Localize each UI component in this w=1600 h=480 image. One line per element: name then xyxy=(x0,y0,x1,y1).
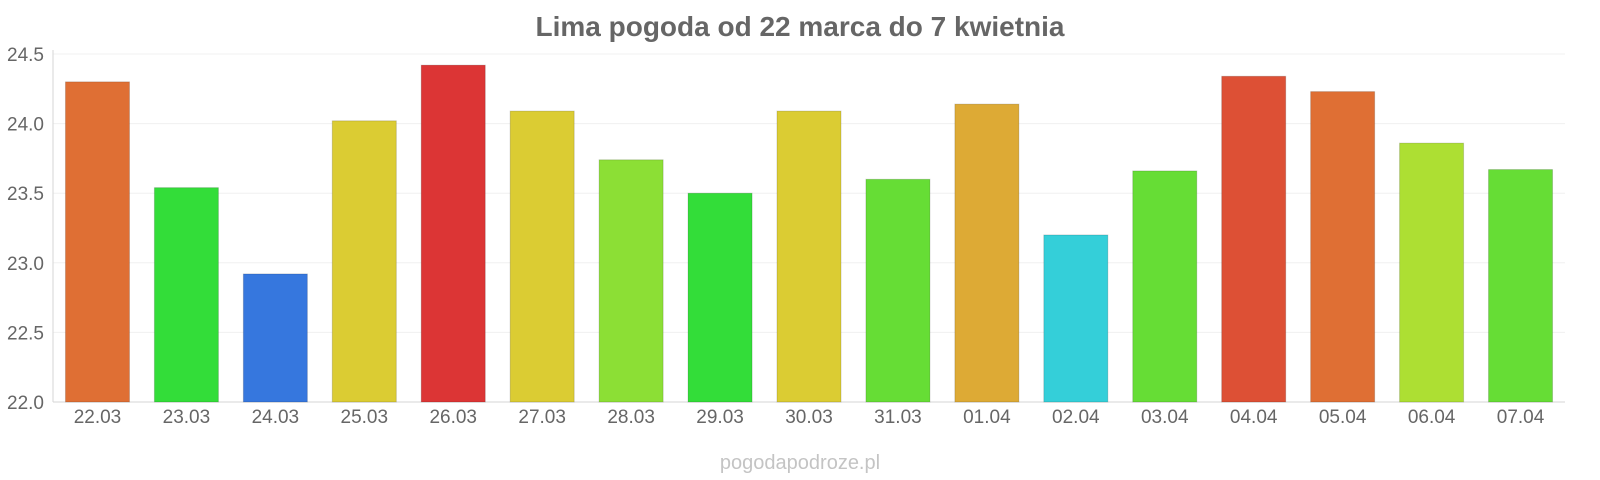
x-tick-label: 23.03 xyxy=(163,407,211,428)
bar-23.03[interactable] xyxy=(153,187,219,403)
x-tick-label: 29.03 xyxy=(696,407,744,428)
y-axis-ticks: 22.0 22.5 23.0 23.5 24.0 24.5 xyxy=(7,45,44,414)
bar-06.04[interactable] xyxy=(1399,142,1465,403)
y-tick-label: 23.0 xyxy=(7,254,44,275)
bar-02.04[interactable] xyxy=(1043,234,1109,403)
y-tick-label: 24.0 xyxy=(7,115,44,136)
y-tick-label: 22.0 xyxy=(7,393,44,414)
bar-29.03[interactable] xyxy=(687,192,753,403)
x-tick-label: 27.03 xyxy=(518,407,566,428)
x-tick-label: 02.04 xyxy=(1052,407,1100,428)
bar-28.03[interactable] xyxy=(598,159,664,403)
credit-text: pogodapodroze.pl xyxy=(720,452,880,474)
bar-25.03[interactable] xyxy=(331,120,397,403)
x-tick-label: 28.03 xyxy=(607,407,655,428)
x-tick-label: 26.03 xyxy=(429,407,477,428)
x-tick-label: 04.04 xyxy=(1230,407,1278,428)
y-tick-label: 22.5 xyxy=(7,323,44,344)
bar-26.03[interactable] xyxy=(420,64,486,403)
x-tick-label: 01.04 xyxy=(963,407,1011,428)
x-tick-label: 05.04 xyxy=(1319,407,1367,428)
bars xyxy=(64,64,1554,403)
x-axis-ticks: 22.03 23.03 24.03 25.03 26.03 27.03 28.03 29.03… xyxy=(74,407,1545,428)
bar-24.03[interactable] xyxy=(242,273,308,403)
bar-07.04[interactable] xyxy=(1488,169,1554,403)
x-tick-label: 24.03 xyxy=(252,407,300,428)
bar-03.04[interactable] xyxy=(1132,170,1198,403)
bar-05.04[interactable] xyxy=(1310,91,1376,403)
x-tick-label: 30.03 xyxy=(785,407,833,428)
chart-title: Lima pogoda od 22 marca do 7 kwietnia xyxy=(535,11,1064,42)
y-tick-label: 24.5 xyxy=(7,45,44,66)
x-tick-label: 06.04 xyxy=(1408,407,1456,428)
bar-22.03[interactable] xyxy=(64,81,130,403)
bar-27.03[interactable] xyxy=(509,110,575,403)
x-tick-label: 03.04 xyxy=(1141,407,1189,428)
x-tick-label: 22.03 xyxy=(74,407,122,428)
x-tick-label: 25.03 xyxy=(341,407,389,428)
y-tick-label: 23.5 xyxy=(7,184,44,205)
bar-04.04[interactable] xyxy=(1221,75,1287,403)
bar-01.04[interactable] xyxy=(954,103,1020,403)
bar-31.03[interactable] xyxy=(865,178,931,403)
bar-30.03[interactable] xyxy=(776,110,842,403)
x-tick-label: 31.03 xyxy=(874,407,922,428)
x-tick-label: 07.04 xyxy=(1497,407,1545,428)
